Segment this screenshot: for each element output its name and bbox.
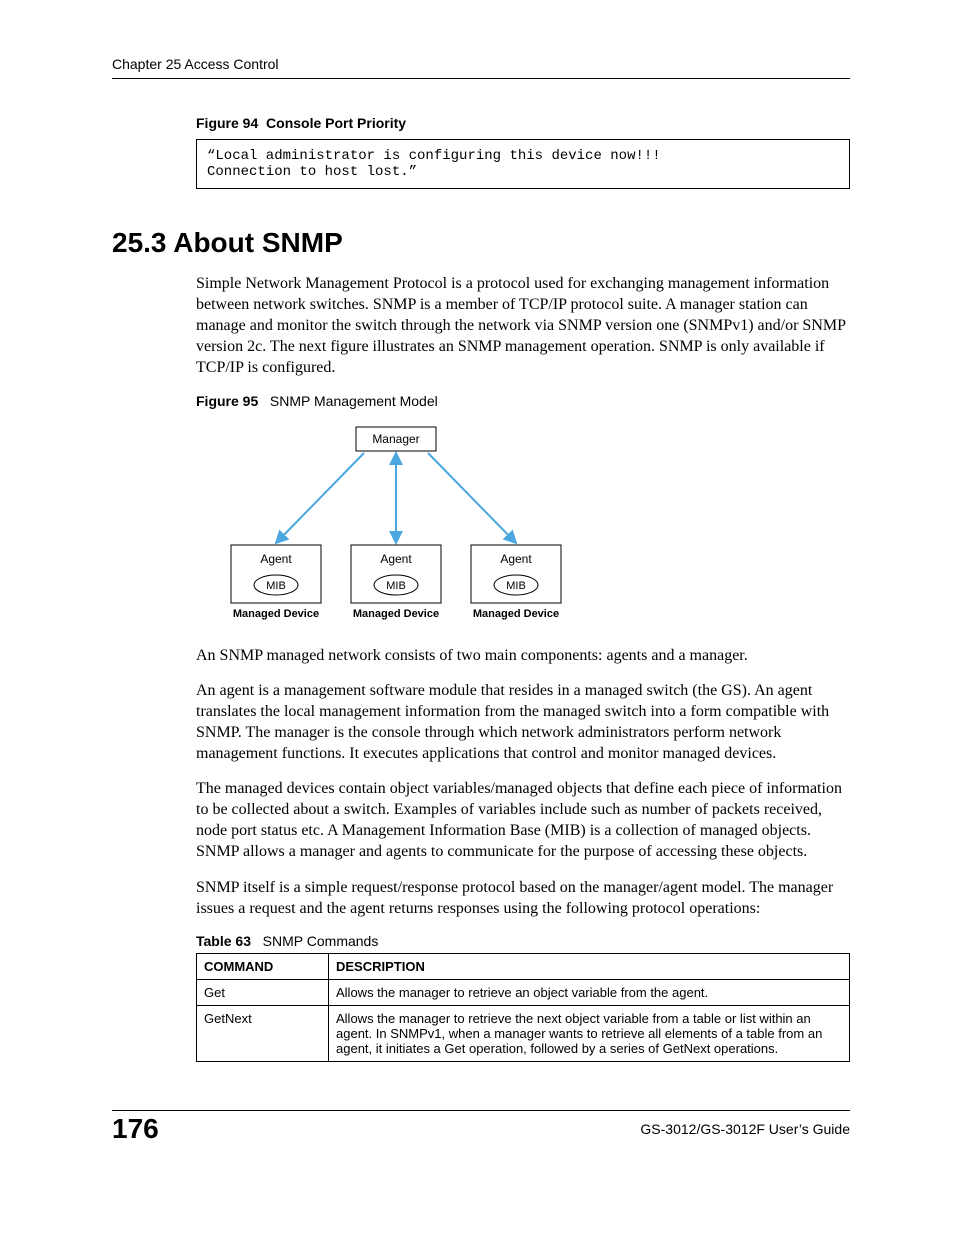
svg-text:MIB: MIB <box>266 580 286 592</box>
table63-title: SNMP Commands <box>263 933 379 949</box>
table63-caption: Table 63 SNMP Commands <box>196 933 850 949</box>
desc-cell: Allows the manager to retrieve an object… <box>329 979 850 1005</box>
figure95-title: SNMP Management Model <box>270 393 438 409</box>
cmd-cell: Get <box>197 979 329 1005</box>
figure95-caption: Figure 95 SNMP Management Model <box>196 393 850 409</box>
desc-cell: Allows the manager to retrieve the next … <box>329 1005 850 1061</box>
figure95-label: Figure 95 <box>196 393 258 409</box>
table-row: GetNext Allows the manager to retrieve t… <box>197 1005 850 1061</box>
table-header-row: COMMAND DESCRIPTION <box>197 953 850 979</box>
figure94-code: “Local administrator is configuring this… <box>196 139 850 189</box>
figure94-label: Figure 94 <box>196 115 258 131</box>
section-heading: 25.3 About SNMP <box>112 227 850 259</box>
para-2: An SNMP managed network consists of two … <box>196 645 850 666</box>
svg-text:Managed Device: Managed Device <box>473 608 559 620</box>
svg-text:Managed Device: Managed Device <box>233 608 319 620</box>
table-col-command: COMMAND <box>197 953 329 979</box>
snmp-diagram-svg: Manager Agent MIB Managed Device Agent MIB Man… <box>196 417 596 635</box>
svg-text:MIB: MIB <box>386 580 406 592</box>
svg-text:Agent: Agent <box>500 552 532 566</box>
table-col-description: DESCRIPTION <box>329 953 850 979</box>
svg-text:Agent: Agent <box>260 552 292 566</box>
figure94-caption: Figure 94 Console Port Priority <box>196 115 850 131</box>
svg-text:Manager: Manager <box>372 432 419 446</box>
page-number: 176 <box>112 1115 159 1143</box>
table63-label: Table 63 <box>196 933 251 949</box>
para-4: The managed devices contain object varia… <box>196 778 850 862</box>
table63: COMMAND DESCRIPTION Get Allows the manag… <box>196 953 850 1062</box>
svg-text:Agent: Agent <box>380 552 412 566</box>
chapter-header: Chapter 25 Access Control <box>112 56 850 79</box>
cmd-cell: GetNext <box>197 1005 329 1061</box>
svg-text:Managed Device: Managed Device <box>353 608 439 620</box>
page-footer: 176 GS-3012/GS-3012F User’s Guide <box>112 1110 850 1143</box>
para-5: SNMP itself is a simple request/response… <box>196 877 850 919</box>
figure94-title: Console Port Priority <box>266 115 406 131</box>
para-3: An agent is a management software module… <box>196 680 850 764</box>
section-para-1: Simple Network Management Protocol is a … <box>196 273 850 379</box>
svg-text:MIB: MIB <box>506 580 526 592</box>
guide-title: GS-3012/GS-3012F User’s Guide <box>640 1121 850 1137</box>
table-row: Get Allows the manager to retrieve an ob… <box>197 979 850 1005</box>
figure95-diagram: Manager Agent MIB Managed Device Agent MIB Man… <box>196 417 850 635</box>
